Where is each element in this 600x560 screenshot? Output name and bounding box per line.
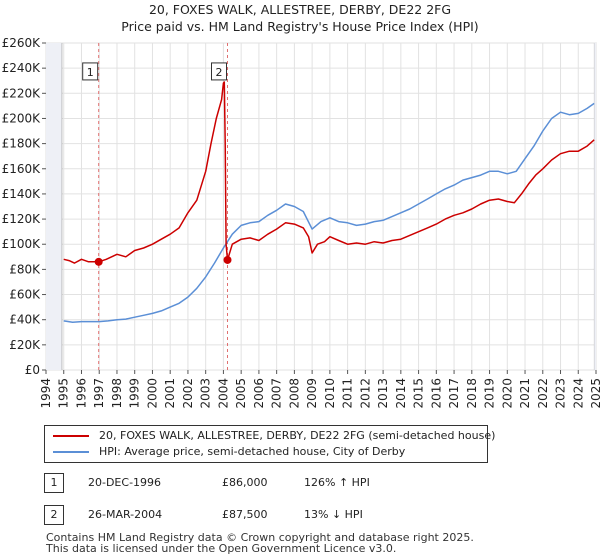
x-tick-label: 2005 — [234, 378, 248, 409]
x-tick-label: 1998 — [110, 378, 124, 409]
y-tick-label: £260K — [2, 36, 42, 50]
legend-label: 20, FOXES WALK, ALLESTREE, DERBY, DE22 2… — [99, 429, 496, 442]
x-tick-label: 2011 — [341, 378, 355, 409]
y-axis: £0 £20K £40K £60K £80K £100K £120K £140K £160K £1… — [2, 36, 46, 377]
y-tick-label: £0 — [25, 363, 40, 377]
legend-label: HPI: Average price, semi-detached house,… — [99, 445, 406, 458]
chart-title: 20, FOXES WALK, ALLESTREE, DERBY, DE22 2… — [148, 2, 452, 17]
x-tick-label: 1996 — [74, 378, 88, 409]
footer-licence: This data is licensed under the Open Gov… — [46, 542, 397, 555]
hpi-line — [63, 102, 595, 323]
sale-points — [94, 255, 232, 266]
x-tick-label: 2019 — [483, 378, 497, 409]
x-tick-label: 2004 — [216, 378, 230, 409]
sale-point — [94, 257, 103, 266]
sale-hpi-change: 13% ↓ HPI — [304, 508, 363, 521]
sale-row-2: 2 26-MAR-2004 £87,500 13% ↓ HPI — [44, 505, 564, 525]
x-tick-label: 2006 — [252, 378, 266, 409]
footer-copyright: Contains HM Land Registry data © Crown c… — [46, 531, 474, 544]
sale-point — [223, 255, 232, 264]
annotation-box — [211, 62, 227, 81]
chart-subtitle: Price paid vs. HM Land Registry's House … — [121, 19, 479, 34]
sale-badge: 1 — [44, 473, 64, 493]
plot-area — [45, 42, 597, 371]
x-tick-label: 2020 — [500, 378, 514, 409]
x-tick-label: 2014 — [394, 378, 408, 409]
future-shade — [594, 43, 596, 370]
x-tick-label: 2024 — [571, 378, 585, 409]
legend-swatch-red — [53, 435, 89, 437]
y-tick-label: £140K — [2, 187, 42, 201]
y-tick-label: £180K — [2, 137, 42, 151]
x-tick-label: 2002 — [181, 378, 195, 409]
x-tick-label: 2017 — [447, 378, 461, 409]
y-tick-label: £160K — [2, 162, 42, 176]
y-tick-label: £80K — [9, 262, 41, 276]
sale-price: £87,500 — [222, 508, 268, 521]
x-tick-label: 2022 — [536, 378, 550, 409]
property-price-line — [63, 81, 595, 264]
x-tick-label: 2003 — [199, 378, 213, 409]
sale-hpi-change: 126% ↑ HPI — [304, 476, 370, 489]
sale-price: £86,000 — [222, 476, 268, 489]
x-tick-label: 2025 — [589, 378, 600, 409]
x-tick-label: 2001 — [163, 378, 177, 409]
x-tick-label: 1995 — [57, 378, 71, 409]
sale-date: 20-DEC-1996 — [88, 476, 162, 489]
x-tick-label: 2021 — [518, 378, 532, 409]
legend: 20, FOXES WALK, ALLESTREE, DERBY, DE22 2… — [44, 425, 495, 463]
series-lines — [63, 81, 595, 323]
price-chart: £0 £20K £40K £60K £80K £100K £120K £140K £160K £1… — [2, 36, 600, 409]
x-tick-label: 1994 — [39, 378, 53, 409]
sale-row-1: 1 20-DEC-1996 £86,000 126% ↑ HPI — [44, 473, 564, 493]
x-tick-label: 2015 — [412, 378, 426, 409]
annotation-label: 2 — [216, 66, 223, 79]
y-tick-label: £40K — [9, 313, 41, 327]
legend-swatch-blue — [53, 451, 89, 453]
y-tick-label: £60K — [9, 288, 41, 302]
sale-date: 26-MAR-2004 — [88, 508, 163, 521]
past-shade — [46, 43, 62, 370]
x-tick-label: 2007 — [270, 378, 284, 409]
grid — [45, 42, 597, 371]
sale-badge: 2 — [44, 505, 64, 525]
sale-markers — [98, 43, 228, 370]
y-tick-label: £240K — [2, 61, 42, 75]
x-tick-label: 2018 — [465, 378, 479, 409]
x-tick-label: 2000 — [145, 378, 159, 409]
y-tick-label: £100K — [2, 237, 42, 251]
x-tick-label: 2013 — [376, 378, 390, 409]
x-axis: 1994 1995 1996 1997 1998 1999 2000 2001 2002 2003… — [39, 370, 600, 409]
x-tick-label: 1997 — [92, 378, 106, 409]
x-tick-label: 2016 — [429, 378, 443, 409]
annotation-box — [82, 62, 99, 81]
x-tick-label: 1999 — [128, 378, 142, 409]
x-tick-label: 2012 — [358, 378, 372, 409]
y-tick-label: £220K — [2, 86, 42, 100]
x-tick-label: 2023 — [554, 378, 568, 409]
y-tick-label: £120K — [2, 212, 42, 226]
x-tick-label: 2009 — [305, 378, 319, 409]
x-tick-label: 2008 — [287, 378, 301, 409]
annotation-label: 1 — [87, 66, 94, 79]
y-tick-label: £200K — [2, 111, 42, 125]
y-tick-label: £20K — [9, 338, 41, 352]
x-tick-label: 2010 — [323, 378, 337, 409]
